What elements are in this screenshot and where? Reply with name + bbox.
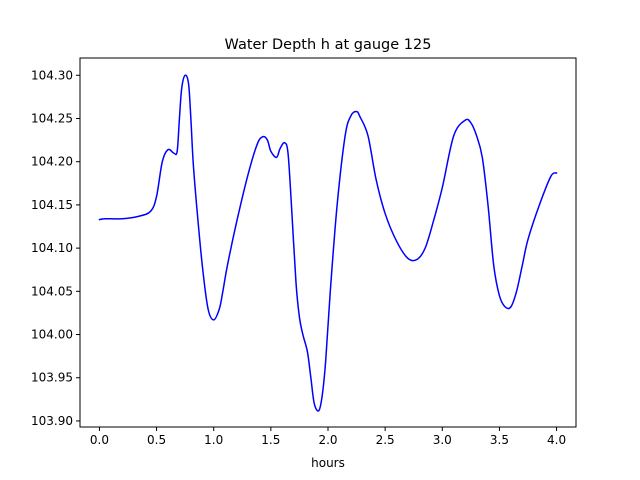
y-tick-label: 104.00 (31, 328, 73, 342)
y-tick-label: 104.25 (31, 111, 73, 125)
y-tick-label: 104.10 (31, 241, 73, 255)
y-tick-label: 104.05 (31, 284, 73, 298)
chart-title: Water Depth h at gauge 125 (225, 37, 432, 53)
x-tick-label: 2.0 (318, 433, 337, 447)
series-line (98, 74, 558, 412)
x-tick-label: 3.5 (490, 433, 509, 447)
x-tick-label: 2.5 (376, 433, 395, 447)
x-tick-label: 1.5 (261, 433, 280, 447)
x-tick-label: 4.0 (547, 433, 566, 447)
x-tick-label: 0.0 (90, 433, 109, 447)
x-tick-label: 3.0 (433, 433, 452, 447)
y-tick-label: 104.15 (31, 198, 73, 212)
ticks: 0.0 0.5 1.0 1.5 2.0 2.5 3.0 3.5 4.0 103.90 103.95 1… (31, 68, 566, 447)
y-tick-label: 103.95 (31, 371, 73, 385)
y-tick-label: 103.90 (31, 414, 73, 428)
x-axis-label: hours (311, 456, 345, 470)
y-tick-label: 104.20 (31, 155, 73, 169)
x-tick-label: 1.0 (204, 433, 223, 447)
plot-frame (79, 57, 577, 428)
x-tick-label: 0.5 (147, 433, 166, 447)
plot-area (80, 58, 576, 427)
y-tick-label: 104.30 (31, 68, 73, 82)
